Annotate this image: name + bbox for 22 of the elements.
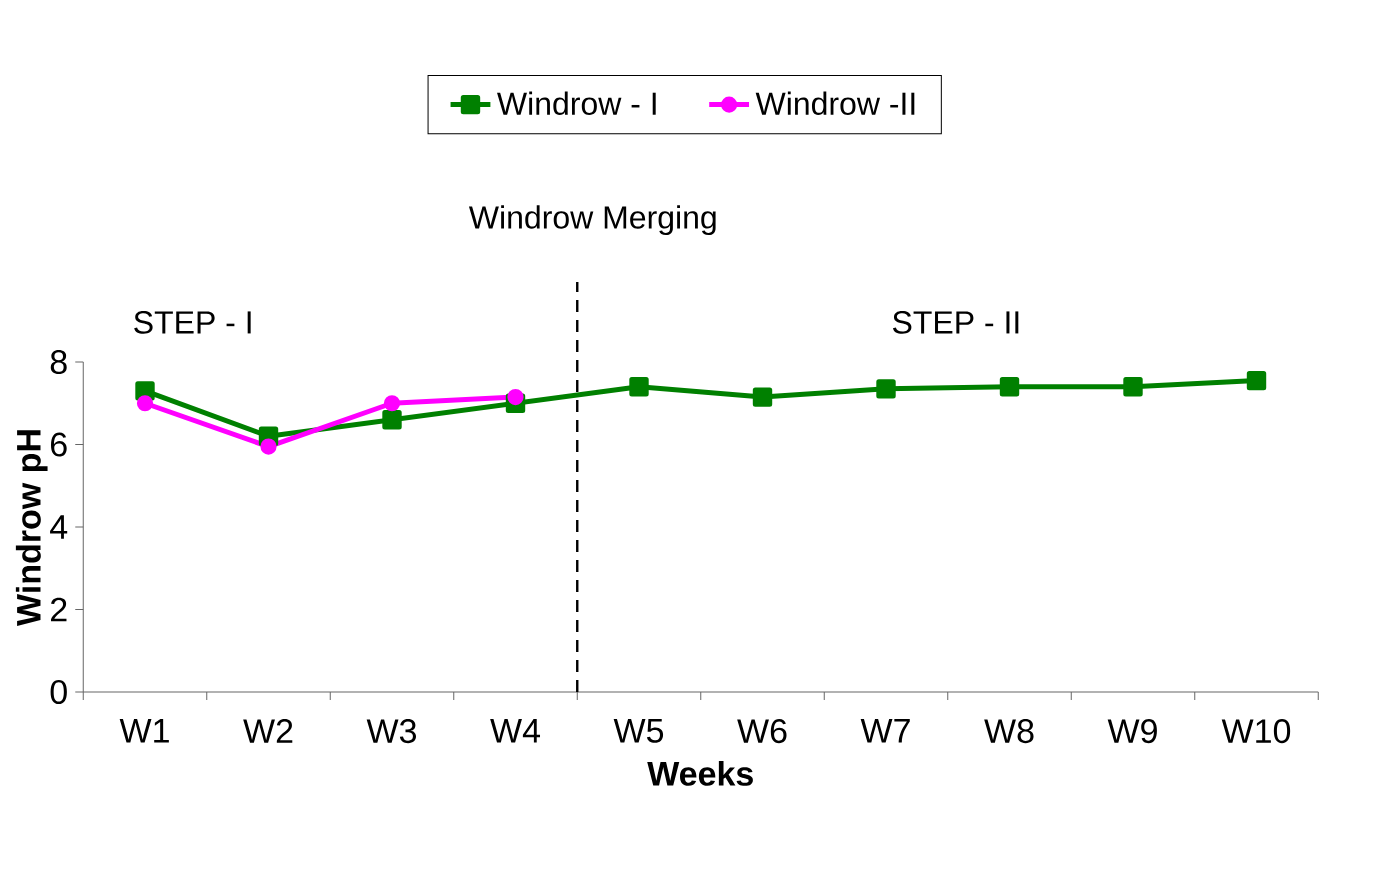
x-tick-label: W5 xyxy=(613,719,664,743)
x-tick-label: W6 xyxy=(737,719,787,744)
text: Windrow Merging xyxy=(468,205,716,236)
x-axis-title: Weeks xyxy=(647,760,753,786)
x-tick-label: W2 xyxy=(243,719,293,743)
y-tick-label: 0 xyxy=(50,679,67,705)
legend-label: Windrow -II xyxy=(755,91,915,116)
y-axis-title: Windrow pH xyxy=(15,430,48,626)
text: STEP - I xyxy=(134,311,251,334)
y-tick-label: 4 xyxy=(50,515,68,539)
x-tick-label: W4 xyxy=(490,719,541,743)
y-tick-label: 2 xyxy=(51,597,67,622)
x-tick-label: W3 xyxy=(366,719,417,744)
x-tick-label: W10 xyxy=(1221,719,1291,744)
x-tick-label: W8 xyxy=(984,719,1034,744)
x-tick-label: W7 xyxy=(860,719,910,743)
y-tick-label: 8 xyxy=(50,349,67,375)
x-tick-label: W1 xyxy=(119,719,169,743)
x-tick-label: W9 xyxy=(1107,719,1157,744)
legend-label: Windrow - I xyxy=(497,91,656,116)
y-tick-label: 6 xyxy=(51,432,67,457)
text: STEP - II xyxy=(892,311,1019,334)
